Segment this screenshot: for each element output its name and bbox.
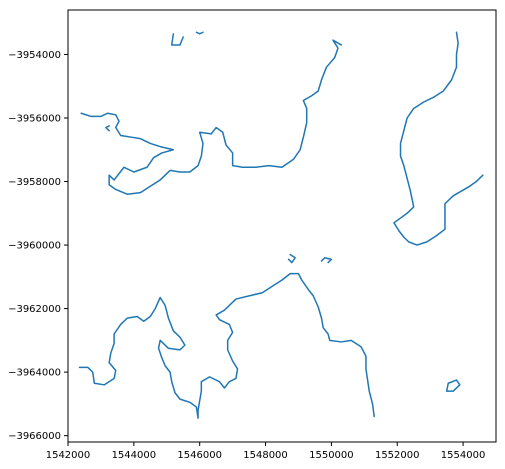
coastline-series-6 <box>78 272 375 419</box>
series-layer <box>78 31 484 419</box>
coastline-series-7 <box>287 253 296 264</box>
coastline-series-1 <box>80 39 343 195</box>
y-tick-label: −3958000 <box>8 177 61 188</box>
y-tick-label: −3966000 <box>8 431 61 442</box>
coastline-series-5 <box>393 31 484 246</box>
x-tick-label: 1552000 <box>375 450 420 461</box>
plot-frame <box>67 9 497 443</box>
y-tick-label: −3954000 <box>8 50 61 61</box>
x-tick-label: 1550000 <box>309 450 354 461</box>
coastline-series-8 <box>320 257 333 264</box>
x-tick-label: 1542000 <box>46 450 91 461</box>
x-tick-label: 1544000 <box>112 450 157 461</box>
coastline-series-3 <box>195 31 204 35</box>
coastline-series-9 <box>445 379 461 392</box>
y-tick-label: −3962000 <box>8 304 61 315</box>
x-tick-label: 1546000 <box>177 450 222 461</box>
coastline-series-2 <box>170 33 184 46</box>
y-tick-label: −3960000 <box>8 241 61 252</box>
axes-layer: 1542000 1544000 1546000 1548000 1550000 15520… <box>8 9 497 461</box>
y-tick-label: −3956000 <box>8 114 61 125</box>
x-tick-label: 1554000 <box>441 450 486 461</box>
y-tick-label: −3964000 <box>8 368 61 379</box>
x-tick-label: 1548000 <box>243 450 288 461</box>
coastline-series-4 <box>105 125 110 132</box>
